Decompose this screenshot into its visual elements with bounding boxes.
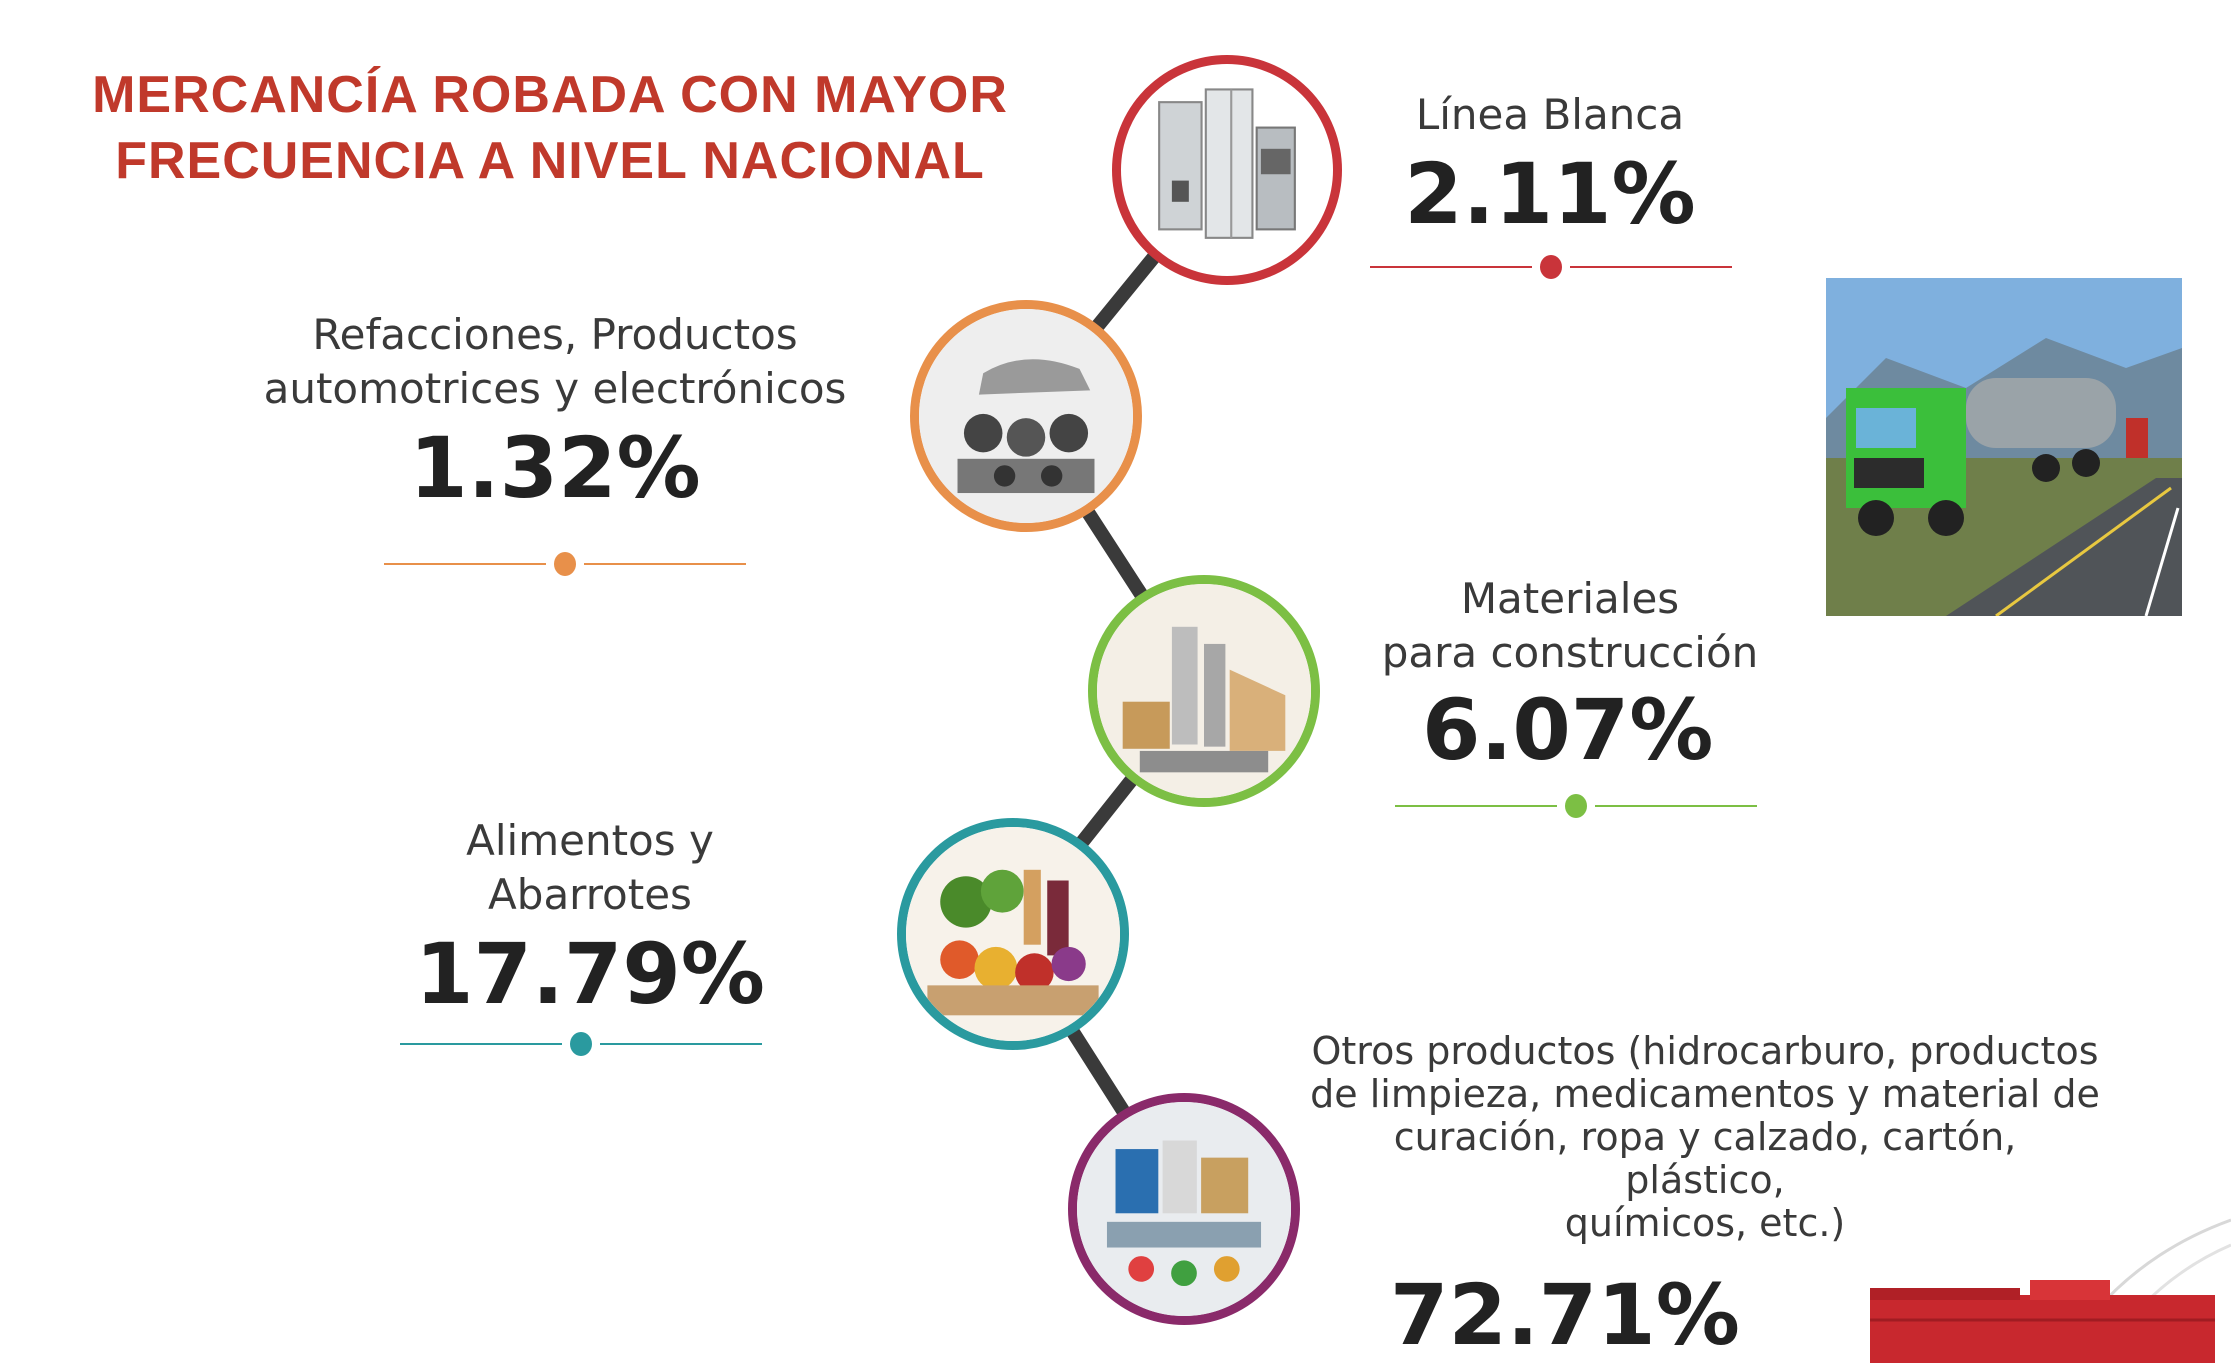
item-label-line-1: Otros productos (hidrocarburo, productos: [1311, 1029, 2099, 1073]
item-label-line-2: de limpieza, medicamentos y material de: [1310, 1072, 2100, 1116]
appliances-icon: [1158, 88, 1296, 239]
corner-truck-decoration: [1860, 1200, 2231, 1363]
item-percent: 1.32%: [409, 419, 701, 517]
auto-parts-icon: [919, 309, 1133, 523]
item-linea-blanca: Línea Blanca 2.11%: [1360, 88, 1740, 242]
item-refacciones: Refacciones, Productos automotrices y el…: [230, 308, 880, 516]
item-otros: Otros productos (hidrocarburo, productos…: [1310, 1029, 2100, 1364]
title-line-2: FRECUENCIA A NIVEL NACIONAL: [115, 132, 985, 190]
item-label-line-4: químicos, etc.): [1564, 1201, 1846, 1245]
item-label-line-1: Refacciones, Productos: [312, 310, 798, 359]
item-percent: 17.79%: [415, 925, 765, 1023]
page-title: MERCANCÍA ROBADA CON MAYOR FRECUENCIA A …: [20, 62, 1080, 194]
separator-materiales: [1395, 794, 1757, 818]
item-label-line-2: automotrices y electrónicos: [263, 364, 847, 413]
item-label-line-2: Abarrotes: [488, 870, 692, 919]
otros-circle: [1068, 1093, 1300, 1325]
other-products-icon: [1077, 1102, 1291, 1316]
item-label-line-1: Alimentos y: [466, 816, 714, 865]
item-percent: 6.07%: [1422, 681, 1714, 779]
linea-blanca-circle: [1112, 55, 1342, 285]
separator-refacciones: [384, 552, 746, 576]
refacciones-circle: [910, 300, 1142, 532]
groceries-icon: [906, 827, 1120, 1041]
materiales-circle: [1088, 575, 1320, 807]
alimentos-circle: [897, 818, 1129, 1050]
item-percent: 2.11%: [1404, 145, 1696, 243]
item-label-line-2: para construcción: [1381, 628, 1759, 677]
item-percent: 72.71%: [1390, 1266, 1740, 1364]
item-label-line-3: curación, ropa y calzado, cartón, plásti…: [1393, 1115, 2017, 1202]
construction-materials-icon: [1097, 584, 1311, 798]
truck-photo: [1826, 278, 2182, 616]
item-label-line-1: Materiales: [1460, 574, 1680, 623]
item-label: Línea Blanca: [1415, 90, 1685, 139]
item-alimentos: Alimentos y Abarrotes 17.79%: [390, 814, 790, 1022]
title-line-1: MERCANCÍA ROBADA CON MAYOR: [92, 66, 1008, 124]
separator-alimentos: [400, 1032, 762, 1056]
separator-linea-blanca: [1370, 255, 1732, 279]
item-materiales: Materiales para construcción 6.07%: [1360, 572, 1780, 778]
